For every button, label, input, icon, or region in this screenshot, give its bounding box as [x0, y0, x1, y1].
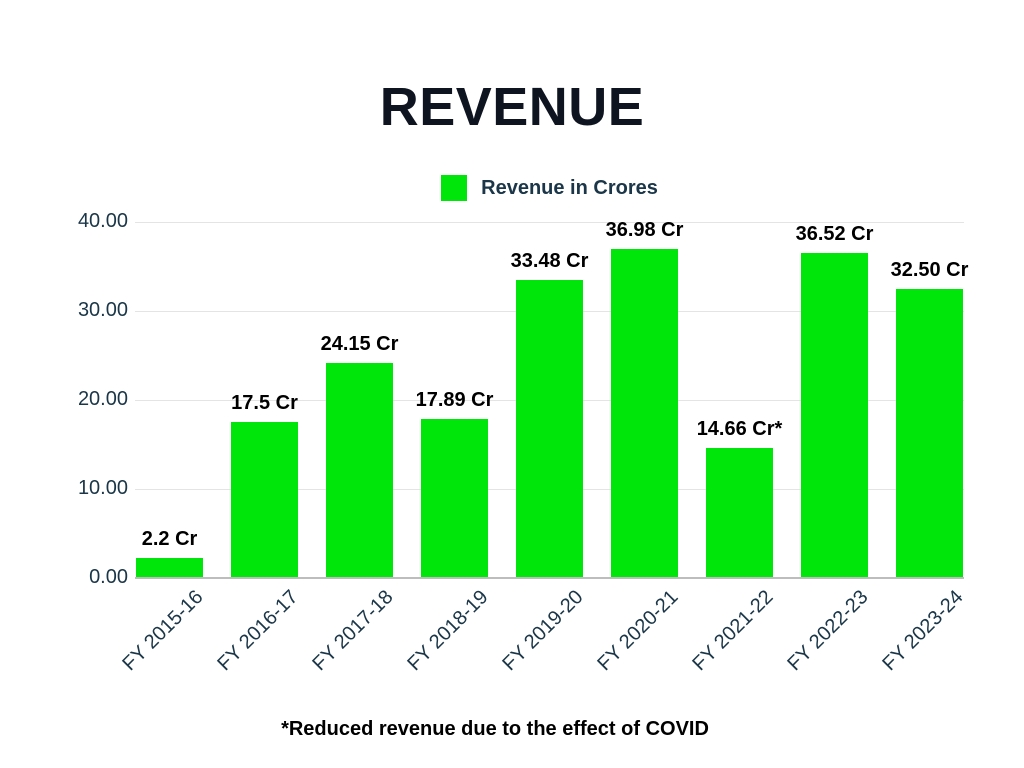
y-axis-tick-label: 30.00	[77, 299, 128, 321]
x-axis-baseline	[135, 577, 964, 579]
x-axis-label: FY 2019-20	[497, 586, 588, 676]
x-axis-label: FY 2015-16	[117, 586, 208, 676]
bar-value-label: 2.2 Cr	[141, 528, 198, 551]
bar	[136, 558, 203, 577]
bar	[706, 447, 773, 577]
bar	[326, 363, 393, 577]
y-axis-tick-label: 40.00	[77, 210, 128, 232]
bar	[896, 288, 963, 577]
bar-value-label: 17.89 Cr	[415, 388, 494, 411]
x-axis-label: FY 2023-24	[877, 586, 968, 676]
y-axis-tick-label: 20.00	[77, 388, 128, 410]
bar-value-label: 36.98 Cr	[605, 218, 684, 241]
bar-value-label: 33.48 Cr	[510, 250, 589, 273]
bar	[231, 422, 298, 577]
x-axis-label: FY 2016-17	[212, 586, 303, 676]
x-axis-label: FY 2020-21	[592, 586, 683, 676]
chart-title: REVENUE	[379, 77, 645, 137]
x-axis-label: FY 2022-23	[782, 586, 873, 676]
y-axis-tick-label: 10.00	[77, 477, 128, 499]
legend-label: Revenue in Crores	[481, 176, 658, 199]
bar-value-label: 14.66 Cr*	[696, 417, 783, 440]
x-axis-label: FY 2018-19	[402, 586, 493, 676]
bar	[516, 280, 583, 577]
bar	[801, 252, 868, 577]
bar-value-label: 24.15 Cr	[320, 333, 399, 356]
gridline	[135, 222, 964, 223]
bar-value-label: 32.50 Cr	[890, 258, 969, 281]
bar-value-label: 17.5 Cr	[231, 392, 298, 415]
legend: Revenue in Crores	[135, 175, 964, 201]
footnote: *Reduced revenue due to the effect of CO…	[281, 718, 709, 740]
x-axis-label: FY 2017-18	[307, 586, 398, 676]
legend-swatch-icon	[441, 175, 468, 201]
bar	[611, 248, 678, 577]
bar	[421, 418, 488, 577]
y-axis-tick-label: 0.00	[89, 566, 128, 588]
bar-value-label: 36.52 Cr	[795, 222, 874, 245]
x-axis-label: FY 2021-22	[687, 586, 778, 676]
